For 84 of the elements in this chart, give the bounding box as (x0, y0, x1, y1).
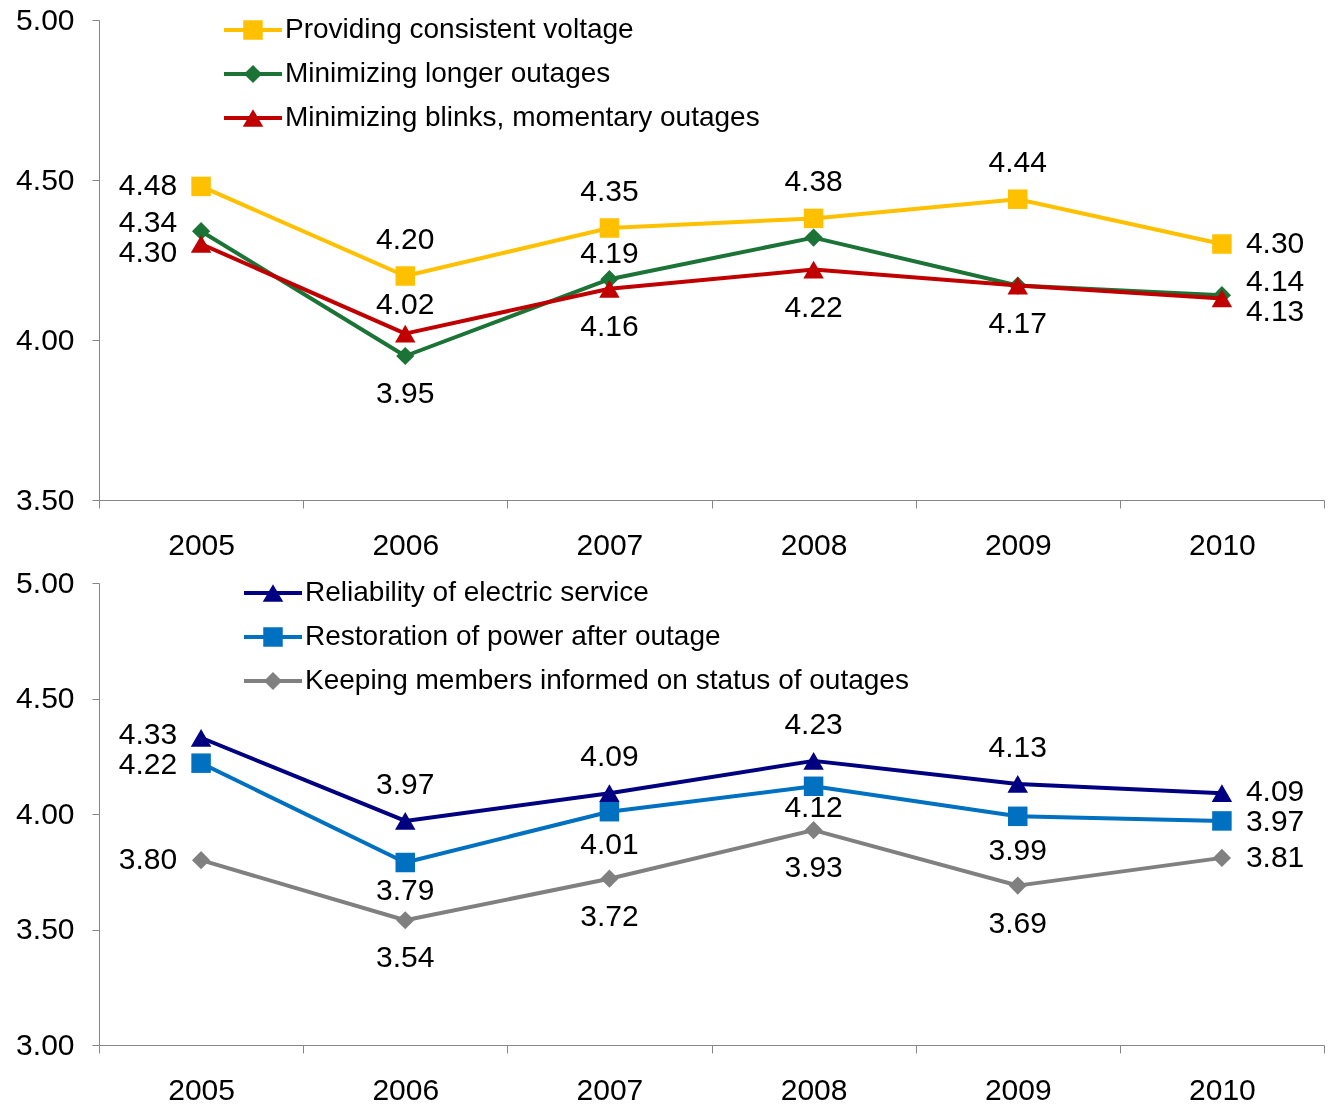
legend-label: Reliability of electric service (305, 576, 649, 607)
x-tick-label: 2007 (576, 527, 644, 561)
x-tick-label: 2010 (1189, 527, 1256, 561)
point (1007, 775, 1028, 793)
data-label: 3.93 (784, 850, 843, 884)
data-label: 3.54 (376, 940, 435, 974)
x-tick-label: 2005 (168, 527, 235, 561)
legend-label: Providing consistent voltage (285, 13, 634, 44)
point (396, 911, 415, 930)
data-label: 4.44 (988, 145, 1047, 179)
y-tick-label: 3.00 (16, 1027, 75, 1061)
x-tick-label: 2010 (1189, 1072, 1256, 1106)
point (804, 821, 823, 840)
y-tick-label: 5.00 (16, 2, 75, 36)
x-tick-label: 2006 (372, 1072, 440, 1106)
data-label: 4.01 (580, 827, 639, 861)
data-label: 4.09 (580, 739, 639, 773)
legend-label: Minimizing longer outages (285, 57, 611, 88)
x-tick-label: 2005 (168, 1072, 235, 1106)
data-label: 3.80 (118, 842, 178, 876)
data-label: 4.23 (784, 706, 843, 740)
data-label: 3.99 (988, 832, 1047, 866)
data-label: 3.97 (376, 766, 435, 800)
point (803, 260, 824, 279)
y-tick-label: 3.50 (16, 912, 75, 945)
x-tick-label: 2008 (780, 527, 848, 561)
point (600, 869, 619, 888)
x-tick-label: 2006 (372, 527, 440, 561)
data-label: 4.19 (580, 235, 639, 269)
point (1212, 234, 1232, 254)
point (1211, 784, 1233, 803)
point (599, 801, 620, 822)
data-label: 4.12 (784, 790, 843, 824)
data-label: 4.13 (988, 729, 1047, 763)
point (1008, 189, 1028, 209)
point (599, 218, 620, 238)
point (395, 812, 416, 830)
point (599, 279, 620, 298)
point (599, 784, 620, 803)
point (191, 176, 211, 197)
y-tick-label: 4.50 (16, 681, 75, 714)
point (803, 208, 824, 229)
data-label: 4.17 (988, 305, 1047, 339)
point (395, 324, 416, 343)
point (395, 852, 415, 873)
x-tick-label: 2009 (984, 1072, 1052, 1106)
y-tick-label: 3.50 (16, 482, 75, 516)
legend-label: Minimizing blinks, momentary outages (285, 101, 760, 132)
point (1008, 806, 1028, 827)
data-label: 4.35 (580, 174, 639, 207)
y-tick-label: 5.00 (16, 565, 75, 599)
point (803, 776, 824, 797)
y-tick-label: 4.00 (16, 796, 75, 830)
point (1212, 848, 1231, 867)
x-tick-label: 2009 (984, 527, 1052, 561)
point (190, 728, 212, 747)
data-label: 3.95 (376, 376, 435, 409)
y-tick-label: 4.00 (16, 322, 75, 356)
data-label: 4.16 (580, 308, 639, 342)
data-label: 3.81 (1245, 839, 1305, 873)
point (1212, 811, 1232, 831)
point (191, 753, 211, 773)
point (804, 228, 823, 247)
data-label: 3.69 (988, 905, 1047, 939)
point (1008, 876, 1027, 895)
data-label: 4.22 (784, 289, 843, 323)
data-label: 4.02 (376, 286, 435, 320)
point (190, 235, 212, 253)
point (395, 266, 415, 286)
data-label: 4.38 (784, 164, 843, 198)
point (803, 752, 824, 770)
data-label: 4.48 (118, 168, 178, 202)
legend-label: Restoration of power after outage (305, 620, 721, 651)
data-label: 4.20 (376, 222, 435, 255)
y-tick-label: 4.50 (16, 162, 75, 196)
point (396, 346, 415, 366)
data-label: 3.79 (376, 873, 435, 907)
data-label: 3.72 (580, 898, 639, 932)
point (192, 851, 211, 870)
data-label: 4.30 (1245, 226, 1305, 259)
x-tick-label: 2007 (576, 1072, 644, 1106)
x-tick-label: 2008 (780, 1072, 848, 1106)
point (192, 222, 211, 241)
legend-label: Keeping members informed on status of outages (305, 664, 909, 695)
